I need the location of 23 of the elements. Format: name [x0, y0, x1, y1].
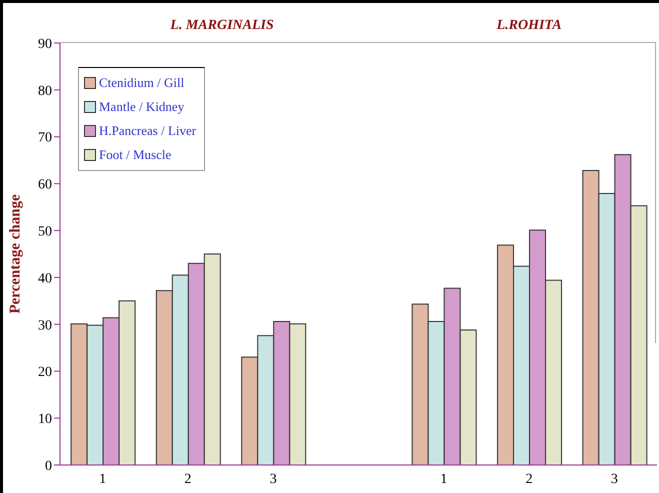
x-tick-label: 3: [270, 472, 277, 487]
y-axis-title: Percentage change: [7, 194, 24, 314]
y-tick-label: 0: [45, 458, 52, 474]
y-tick-label: 20: [38, 365, 52, 380]
y-tick-label: 60: [38, 178, 52, 193]
legend-label: Ctenidium / Gill: [99, 74, 184, 92]
text: L.ROHITA: [496, 18, 563, 34]
x-tick-label: 1: [440, 472, 448, 487]
x-tick-label: 1: [99, 472, 106, 487]
x-tick-label: 3: [610, 472, 618, 487]
y-tick-label: 50: [38, 224, 52, 240]
legend-label: Foot / Muscle: [99, 146, 172, 164]
y-tick-label: 10: [38, 412, 52, 428]
y-tick-label: 40: [38, 271, 52, 286]
y-tick-label: 90: [38, 36, 52, 52]
y-tick-label: 80: [38, 84, 52, 99]
text: L. MARGINALIS: [169, 18, 275, 34]
legend-label: H.Pancreas / Liver: [99, 122, 196, 140]
y-tick-label: 70: [38, 130, 52, 146]
legend-label: Mantle / Kidney: [99, 98, 184, 116]
x-tick-label: 2: [184, 472, 192, 487]
x-tick-label: 2: [526, 472, 533, 487]
y-tick-label: 30: [38, 318, 52, 334]
